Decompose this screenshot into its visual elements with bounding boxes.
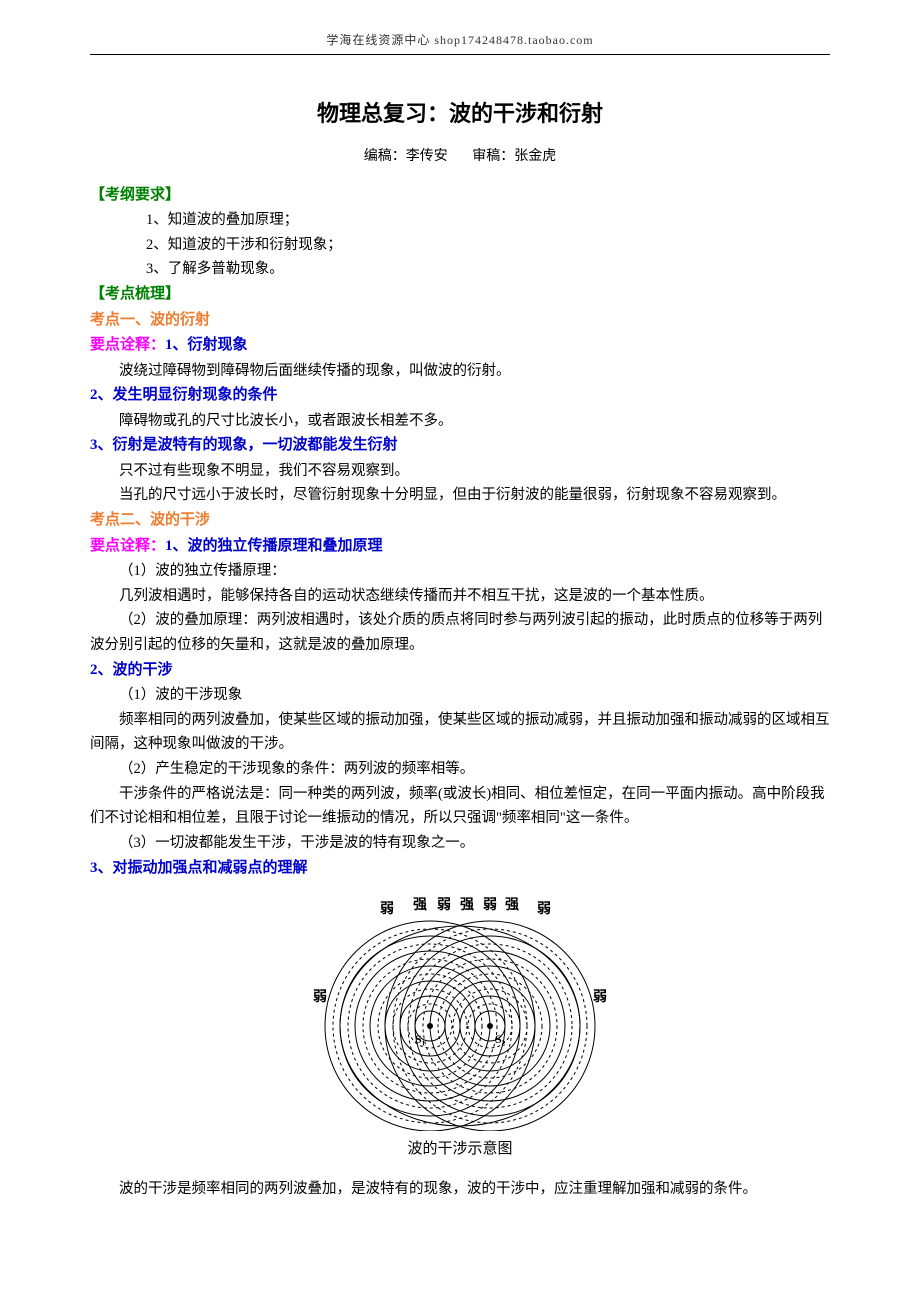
fig-label-s1: S₁ xyxy=(415,1032,426,1046)
reviewer-name: 张金虎 xyxy=(514,149,556,164)
reviewer-label: 审稿： xyxy=(472,149,514,164)
fig-label-top-5: 强 xyxy=(505,897,519,913)
topic1-point2-body: 障碍物或孔的尺寸比波长小，或者跟波长相差不多。 xyxy=(90,409,830,434)
topic1-point1-line: 要点诠释：1、衍射现象 xyxy=(90,333,830,359)
topic2-point1-label: 要点诠释： xyxy=(90,538,165,554)
interference-figure: 弱 强 弱 强 弱 强 弱 弱 弱 S₁ S₂ xyxy=(90,891,830,1131)
topic1-point3-body1: 只不过有些现象不明显，我们不容易观察到。 xyxy=(90,459,830,484)
topic2-point2-p4: （3）一切波都能发生干涉，干涉是波的特有现象之一。 xyxy=(90,831,830,856)
topic2-point2-p1-label: （1）波的干涉现象 xyxy=(90,683,830,708)
topic2-point1-title: 1、波的独立传播原理和叠加原理 xyxy=(165,538,383,554)
topic1-point1-title: 1、衍射现象 xyxy=(165,337,248,353)
topic2-point2-p1-body: 频率相同的两列波叠加，使某些区域的振动加强，使某些区域的振动减弱，并且振动加强和… xyxy=(90,708,830,757)
topic1-point1-body: 波绕过障碍物到障碍物后面继续传播的现象，叫做波的衍射。 xyxy=(90,359,830,384)
topic1-point3-body2: 当孔的尺寸远小于波长时，尽管衍射现象十分明显，但由于衍射波的能量很弱，衍射现象不… xyxy=(90,483,830,508)
topic1-point3-title: 3、衍射是波特有的现象，一切波都能发生衍射 xyxy=(90,433,830,459)
editor-label: 编稿： xyxy=(364,149,406,164)
authors-line: 编稿：李传安 审稿：张金虎 xyxy=(90,145,830,169)
topic2-point2-title: 2、波的干涉 xyxy=(90,658,830,684)
fig-label-right: 弱 xyxy=(593,989,607,1005)
fig-label-top-3: 强 xyxy=(460,897,474,913)
topic1-heading: 考点一、波的衍射 xyxy=(90,308,830,334)
topic2-point3-closing: 波的干涉是频率相同的两列波叠加，是波特有的现象，波的干涉中，应注重理解加强和减弱… xyxy=(90,1177,830,1202)
topic2-point1-p1-body: 几列波相遇时，能够保持各自的运动状态继续传播而并不相互干扰，这是波的一个基本性质… xyxy=(90,584,830,609)
header-source-link: 学海在线资源中心 shop174248478.taobao.com xyxy=(90,30,830,50)
topic2-point2-p2: （2）产生稳定的干涉现象的条件：两列波的频率相等。 xyxy=(90,757,830,782)
topic1-point1-label: 要点诠释： xyxy=(90,337,165,353)
topic2-heading: 考点二、波的干涉 xyxy=(90,508,830,534)
topic2-point2-p3: 干涉条件的严格说法是：同一种类的两列波，频率(或波长)相同、相位差恒定，在同一平… xyxy=(90,782,830,831)
header-divider xyxy=(90,54,830,55)
document-title: 物理总复习：波的干涉和衍射 xyxy=(90,95,830,132)
requirement-item-2: 2、知道波的干涉和衍射现象； xyxy=(90,233,830,258)
fig-label-top-0: 弱 xyxy=(380,901,394,917)
fig-label-s2: S₂ xyxy=(495,1032,506,1046)
editor-name: 李传安 xyxy=(406,149,448,164)
fig-label-top-4: 弱 xyxy=(483,897,497,913)
topic2-point1-p2: （2）波的叠加原理：两列波相遇时，该处介质的质点将同时参与两列波引起的振动，此时… xyxy=(90,608,830,657)
fig-label-top-1: 强 xyxy=(413,897,427,913)
requirement-item-3: 3、了解多普勒现象。 xyxy=(90,257,830,282)
requirement-item-1: 1、知道波的叠加原理； xyxy=(90,208,830,233)
figure-caption: 波的干涉示意图 xyxy=(90,1137,830,1163)
section-requirements-heading: 【考纲要求】 xyxy=(90,183,830,209)
fig-label-top-6: 弱 xyxy=(537,901,551,917)
section-outline-heading: 【考点梳理】 xyxy=(90,282,830,308)
interference-diagram-svg: 弱 强 弱 强 弱 强 弱 弱 弱 S₁ S₂ xyxy=(305,891,615,1131)
fig-label-top-2: 弱 xyxy=(437,897,451,913)
fig-label-left: 弱 xyxy=(313,989,327,1005)
topic2-point1-line: 要点诠释：1、波的独立传播原理和叠加原理 xyxy=(90,534,830,560)
topic2-point1-p1-label: （1）波的独立传播原理： xyxy=(90,559,830,584)
topic1-point2-title: 2、发生明显衍射现象的条件 xyxy=(90,383,830,409)
topic2-point3-title: 3、对振动加强点和减弱点的理解 xyxy=(90,856,830,882)
